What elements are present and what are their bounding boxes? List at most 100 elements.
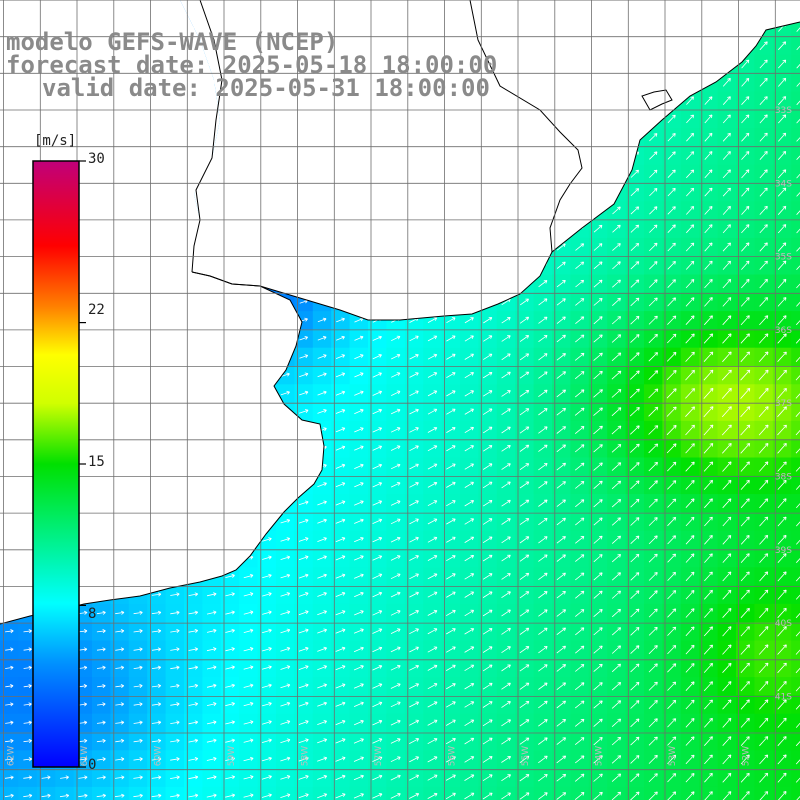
wind-cell	[772, 292, 792, 312]
wind-arrow	[667, 187, 676, 197]
wind-arrow	[648, 572, 658, 581]
wind-cell	[736, 640, 755, 660]
wind-arrow	[519, 591, 530, 599]
wind-cell	[533, 786, 553, 800]
wind-arrow	[409, 481, 419, 488]
wind-arrow	[796, 100, 800, 106]
wind-arrow	[722, 791, 732, 800]
wind-cell	[754, 292, 774, 312]
wind-cell	[662, 585, 682, 605]
wind-arrow	[446, 719, 456, 726]
wind-arrow	[611, 663, 621, 673]
wind-arrow	[593, 718, 603, 727]
wind-cell	[533, 622, 553, 642]
wind-arrow	[759, 534, 769, 545]
wind-cell	[662, 128, 682, 147]
wind-cell	[644, 695, 663, 715]
wind-arrow	[280, 756, 291, 762]
wind-arrow	[482, 463, 493, 470]
wind-arrow	[685, 571, 695, 582]
wind-arrow	[593, 243, 603, 251]
wind-arrow	[482, 481, 493, 489]
wind-cell	[478, 585, 498, 605]
wind-arrow	[78, 684, 88, 689]
wind-cell	[478, 311, 498, 330]
wind-arrow	[759, 754, 769, 765]
wind-arrow	[704, 736, 713, 746]
wind-cell	[754, 567, 774, 587]
wind-cell	[460, 713, 479, 733]
wind-arrow	[335, 427, 346, 433]
wind-arrow	[796, 795, 800, 800]
wind-arrow	[446, 573, 456, 580]
wind-arrow	[612, 279, 621, 288]
wind-arrow	[740, 424, 751, 436]
wind-cell	[791, 768, 800, 788]
wind-arrow	[538, 792, 548, 800]
wind-arrow	[133, 738, 143, 743]
wind-cell	[460, 475, 479, 495]
wind-cell	[736, 512, 755, 532]
wind-arrow	[777, 333, 787, 344]
wind-cell	[662, 732, 682, 751]
wind-arrow	[170, 592, 180, 597]
wind-cell	[662, 750, 682, 770]
wind-cell	[662, 256, 682, 276]
longitude-label: 54W	[595, 746, 605, 766]
wind-arrow	[354, 354, 364, 360]
wind-cell	[496, 420, 516, 440]
wind-arrow	[703, 626, 713, 637]
wind-arrow	[703, 406, 714, 418]
wind-arrow	[427, 573, 438, 580]
wind-arrow	[686, 187, 695, 197]
wind-cell	[680, 402, 700, 422]
wind-arrow	[538, 463, 548, 471]
wind-arrow	[390, 427, 401, 433]
wind-arrow	[372, 335, 382, 341]
wind-arrow	[151, 683, 162, 689]
wind-cell	[441, 768, 461, 788]
wind-arrow	[704, 717, 713, 728]
wind-arrow	[151, 592, 162, 597]
wind-cell	[662, 219, 682, 239]
wind-arrow	[574, 444, 585, 453]
wind-arrow	[758, 351, 769, 363]
wind-arrow	[759, 169, 768, 179]
wind-arrow	[740, 754, 750, 765]
wind-arrow	[298, 774, 309, 780]
wind-arrow	[630, 169, 639, 178]
wind-cell	[588, 658, 608, 678]
wind-arrow	[685, 242, 695, 252]
wind-arrow	[188, 610, 199, 615]
wind-arrow	[538, 298, 548, 306]
wind-arrow	[280, 720, 291, 725]
wind-arrow	[759, 772, 769, 783]
wind-arrow	[151, 702, 162, 707]
wind-arrow	[648, 718, 658, 728]
wind-cell	[570, 402, 590, 422]
wind-arrow	[317, 573, 327, 579]
wind-arrow	[372, 756, 383, 762]
wind-arrow	[427, 481, 438, 488]
wind-arrow	[611, 590, 621, 599]
wind-cell	[680, 658, 700, 678]
wind-arrow	[170, 610, 180, 615]
wind-cell	[441, 549, 461, 568]
wind-cell	[662, 164, 682, 184]
wind-arrow	[372, 793, 383, 799]
wind-cell	[754, 402, 774, 422]
wind-cell	[460, 311, 479, 330]
wind-arrow	[225, 573, 235, 578]
wind-cell	[386, 768, 406, 788]
wind-cell	[441, 622, 461, 642]
wind-arrow	[262, 592, 272, 597]
wind-arrow	[280, 793, 291, 798]
wind-arrow	[685, 443, 695, 454]
wind-arrow	[188, 592, 199, 597]
wind-cell	[588, 311, 608, 330]
wind-cell	[404, 347, 424, 367]
wind-arrow	[795, 777, 800, 783]
wind-cell	[496, 530, 516, 550]
wind-arrow	[667, 608, 677, 618]
wind-arrow	[519, 627, 530, 635]
